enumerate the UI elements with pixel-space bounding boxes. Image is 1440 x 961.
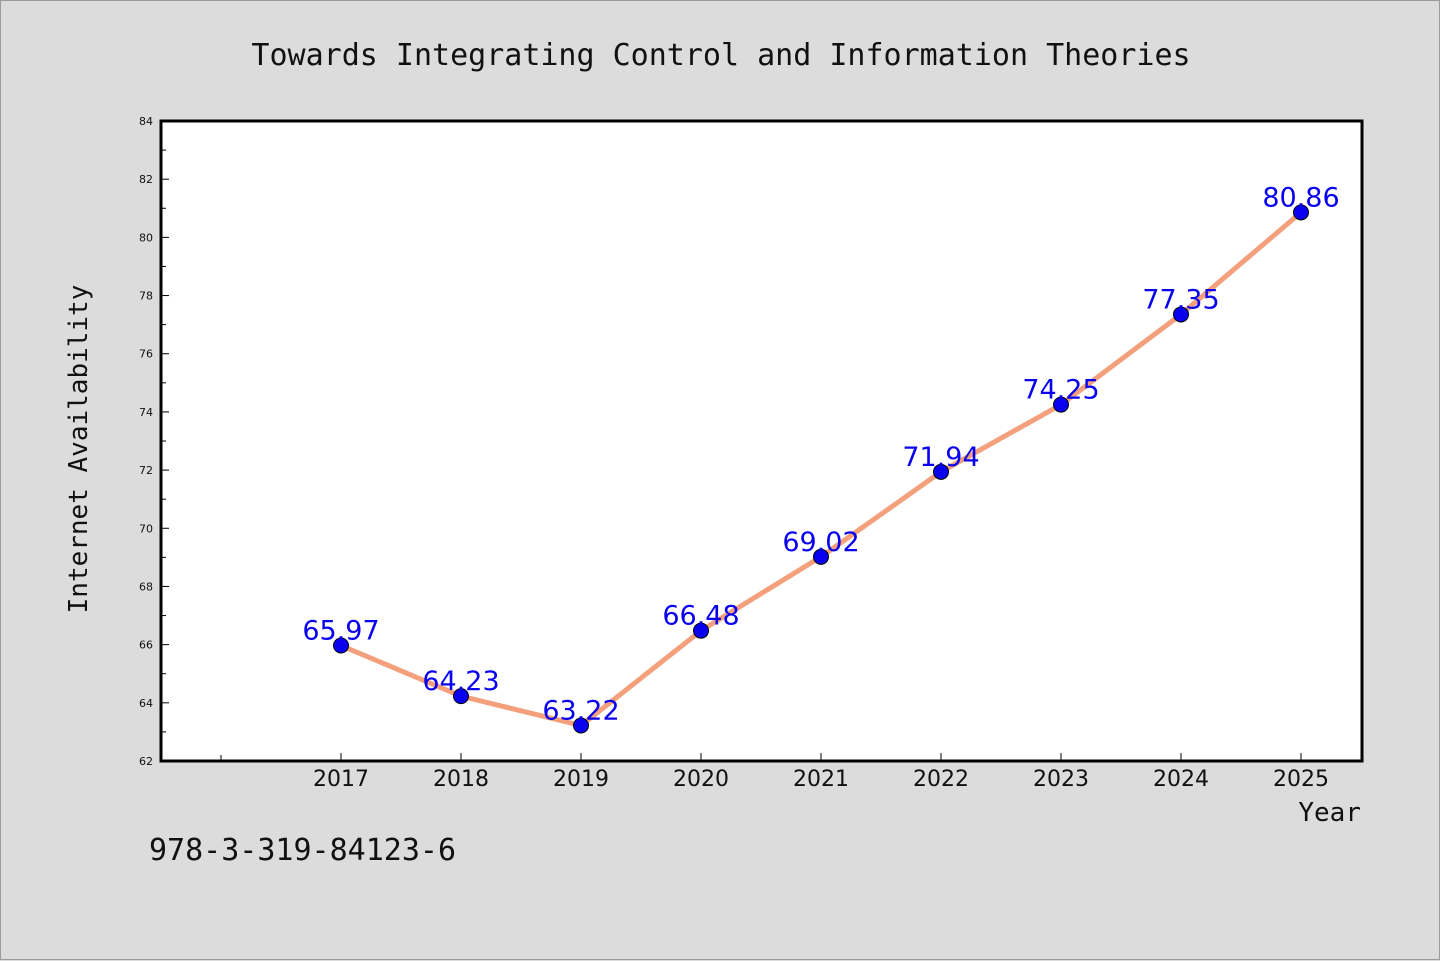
y-tick-label: 70 [139,522,153,535]
data-label: 80.86 [1262,182,1339,213]
data-point [1053,396,1069,413]
data-point [933,463,949,480]
data-point [333,637,349,654]
x-tick-label: 2025 [1273,767,1329,792]
data-point [573,717,589,734]
data-label: 63.22 [542,696,619,727]
chart-title: Towards Integrating Control and Informat… [251,38,1190,73]
x-axis-label: Year [1298,798,1361,828]
y-tick-label: 66 [139,639,153,652]
data-label: 74.25 [1022,375,1099,406]
data-point [1293,204,1309,221]
x-tick-label: 2022 [913,767,969,792]
x-axis: 2017 2018 2019 2020 2021 2022 2023 2024 2025 [220,753,1329,792]
y-tick-label: 78 [139,290,153,303]
data-point [1173,306,1189,323]
y-tick-label: 64 [139,697,153,710]
plot-area [159,119,1364,763]
data-point [813,548,829,565]
y-tick-label: 68 [139,580,153,593]
data-point [693,622,709,639]
data-point [453,688,469,705]
y-tick-label: 74 [139,406,153,419]
y-tick-label: 62 [139,755,153,768]
data-label: 66.48 [662,601,739,632]
series-layer: 65.97 64.23 63.22 66.48 69.02 71.94 74.25 77.35… [302,182,1340,734]
x-tick-label: 2019 [553,767,609,792]
isbn-label: 978-3-319-84123-6 [149,833,457,868]
data-label: 64.23 [422,666,499,697]
y-axis: 62 64 66 68 70 72 74 76 78 80 82 84 [139,115,169,768]
x-tick-label: 2024 [1153,767,1209,792]
x-tick-label: 2017 [313,767,369,792]
x-tick-label: 2021 [793,767,849,792]
y-tick-label: 80 [139,231,153,244]
y-tick-label: 72 [139,464,153,477]
data-label: 65.97 [302,616,379,647]
y-tick-label: 84 [139,115,153,128]
y-axis-label: Internet Availability [64,285,94,614]
y-tick-label: 82 [139,173,153,186]
x-tick-label: 2018 [433,767,489,792]
data-label: 69.02 [782,527,859,558]
x-tick-label: 2020 [673,767,729,792]
y-tick-label: 76 [139,348,153,361]
data-label: 77.35 [1142,284,1219,315]
x-tick-label: 2023 [1033,767,1089,792]
data-label: 71.94 [902,442,979,473]
